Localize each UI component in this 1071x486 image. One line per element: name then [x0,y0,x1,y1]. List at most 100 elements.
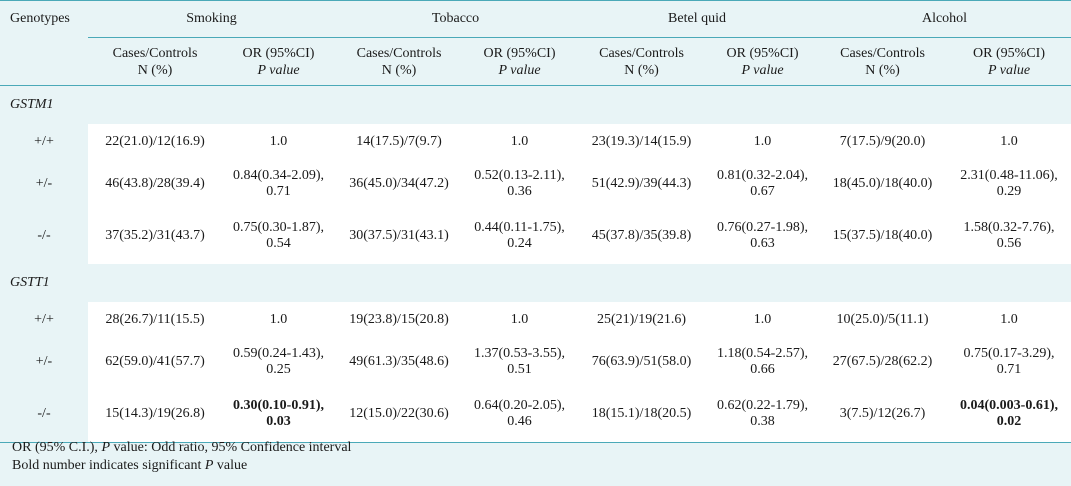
genotype-cell: +/- [0,160,88,208]
footnote-bold-note: Bold number indicates significant P valu… [12,458,248,473]
table-row: +/- 46(43.8)/28(39.4) 0.84(0.34-2.09), 0.71… [0,160,1071,208]
cases-controls-cell: 51(42.9)/39(44.3) [576,160,708,208]
genotypes-header: Genotypes [0,0,88,38]
odds-ratio-value: 0.59(0.24-1.43), [233,346,324,361]
p-value: 0.63 [750,236,775,251]
group-header-alcohol: Alcohol [818,0,1071,38]
odds-ratio-value: 0.75(0.30-1.87), [233,220,324,235]
odds-ratio-cell: 1.0 [947,302,1071,338]
p-value: 0.25 [266,362,291,377]
cases-controls-cell: 46(43.8)/28(39.4) [88,160,222,208]
header-row-subcolumns: Cases/Controls N (%) OR (95%CI) P value Case… [0,37,1071,86]
group-header-betel-quid: Betel quid [576,0,819,38]
odds-ratio-cell: 1.0 [707,124,819,160]
group-header-smoking: Smoking [88,0,336,38]
genotype-cell: +/+ [0,302,88,338]
odds-ratio-cell: 0.75(0.30-1.87), 0.54 [222,208,336,264]
odds-ratio-cell: 1.37(0.53-3.55), 0.51 [463,338,577,386]
odds-ratio-value: 1.18(0.54-2.57), [717,346,809,361]
odds-ratio-value: 0.62(0.22-1.79), [717,398,809,413]
table-footnotes: OR (95% C.I.), P value: Odd ratio, 95% C… [12,439,351,475]
group-header-tobacco: Tobacco [335,0,577,38]
cases-controls-cell: 23(19.3)/14(15.9) [576,124,708,160]
subheader-or-betel-quid: OR (95%CI) P value [707,37,819,86]
odds-ratio-cell: 1.0 [463,124,577,160]
odds-ratio-value: 1.0 [753,312,772,327]
footnote-abbreviations: OR (95% C.I.), P value: Odd ratio, 95% C… [12,440,352,455]
p-value: 0.29 [996,184,1022,199]
cases-controls-cell: 14(17.5)/7(9.7) [335,124,464,160]
odds-ratio-cell: 0.75(0.17-3.29), 0.71 [947,338,1071,386]
subheader-or-tobacco: OR (95%CI) P value [463,37,577,86]
cases-controls-cell: 45(37.8)/35(39.8) [576,208,708,264]
odds-ratio-value: 1.0 [269,312,288,327]
odds-ratio-cell: 1.0 [222,302,336,338]
cases-controls-cell: 15(14.3)/19(26.8) [88,386,222,443]
p-value: 0.67 [750,184,775,199]
cases-controls-cell: 7(17.5)/9(20.0) [818,124,948,160]
odds-ratio-value: 1.58(0.32-7.76), [963,220,1055,235]
odds-ratio-cell: 1.18(0.54-2.57), 0.66 [707,338,819,386]
subheader-cases-controls-alcohol: Cases/Controls N (%) [818,37,948,86]
subheader-cases-controls-tobacco: Cases/Controls N (%) [335,37,464,86]
cases-controls-cell: 12(15.0)/22(30.6) [335,386,464,443]
p-value: 0.71 [266,184,291,199]
p-value: 0.02 [996,414,1022,429]
cases-controls-cell: 62(59.0)/41(57.7) [88,338,222,386]
odds-ratio-value: 0.52(0.13-2.11), [474,168,565,183]
cases-controls-cell: 28(26.7)/11(15.5) [88,302,222,338]
header-row-groups: Genotypes Smoking Tobacco Betel quid Alc… [0,0,1071,38]
p-value: 0.38 [750,414,775,429]
odds-ratio-value: 2.31(0.48-11.06), [960,168,1058,183]
odds-ratio-value: 1.0 [1000,134,1018,149]
odds-ratio-value: 0.64(0.20-2.05), [474,398,566,413]
genotype-cell: +/- [0,338,88,386]
genotype-cell: -/- [0,208,88,264]
table-row: +/+ 28(26.7)/11(15.5) 1.0 19(23.8)/15(20.8)… [0,302,1071,338]
odds-ratio-value: 1.0 [510,134,529,149]
cases-controls-cell: 27(67.5)/28(62.2) [818,338,948,386]
odds-ratio-cell: 0.30(0.10-0.91), 0.03 [222,386,336,443]
section-label: GSTT1 [10,275,50,290]
cases-controls-cell: 15(37.5)/18(40.0) [818,208,948,264]
subheader-or-alcohol: OR (95%CI) P value [947,37,1071,86]
p-value: 0.24 [507,236,532,251]
odds-ratio-value: 0.76(0.27-1.98), [717,220,809,235]
genotype-cell: -/- [0,386,88,443]
odds-ratio-value: 0.04(0.003-0.61), [960,398,1059,413]
odds-ratio-cell: 1.58(0.32-7.76), 0.56 [947,208,1071,264]
p-value: 0.51 [507,362,532,377]
odds-ratio-cell: 0.62(0.22-1.79), 0.38 [707,386,819,443]
cases-controls-cell: 18(15.1)/18(20.5) [576,386,708,443]
cases-controls-cell: 49(61.3)/35(48.6) [335,338,464,386]
cases-controls-cell: 3(7.5)/12(26.7) [818,386,948,443]
odds-ratio-cell: 0.44(0.11-1.75), 0.24 [463,208,577,264]
odds-ratio-cell: 0.59(0.24-1.43), 0.25 [222,338,336,386]
genotype-cell: +/+ [0,124,88,160]
odds-ratio-value: 1.0 [1000,312,1018,327]
cases-controls-cell: 25(21)/19(21.6) [576,302,708,338]
cases-controls-cell: 10(25.0)/5(11.1) [818,302,948,338]
section-row-gstm1: GSTM1 [0,86,1071,125]
table-row: -/- 15(14.3)/19(26.8) 0.30(0.10-0.91), 0.03… [0,386,1071,443]
odds-ratio-value: 0.75(0.17-3.29), [963,346,1055,361]
odds-ratio-cell: 0.52(0.13-2.11), 0.36 [463,160,577,208]
odds-ratio-value: 1.37(0.53-3.55), [474,346,566,361]
subheader-or-smoking: OR (95%CI) P value [222,37,336,86]
p-value: 0.46 [507,414,532,429]
cases-controls-cell: 30(37.5)/31(43.1) [335,208,464,264]
section-row-gstt1: GSTT1 [0,264,1071,302]
odds-ratio-cell: 1.0 [463,302,577,338]
odds-ratio-cell: 0.04(0.003-0.61), 0.02 [947,386,1071,443]
p-value: 0.03 [266,414,291,429]
p-value: 0.56 [996,236,1022,251]
odds-ratio-cell: 0.76(0.27-1.98), 0.63 [707,208,819,264]
p-value: 0.71 [996,362,1022,377]
subheader-cases-controls-smoking: Cases/Controls N (%) [88,37,222,86]
odds-ratio-value: 0.84(0.34-2.09), [233,168,324,183]
subheader-cases-controls-betel-quid: Cases/Controls N (%) [576,37,708,86]
section-label: GSTM1 [10,97,54,112]
odds-ratio-value: 1.0 [269,134,288,149]
p-value: 0.54 [266,236,291,251]
table-row: +/+ 22(21.0)/12(16.9) 1.0 14(17.5)/7(9.7) 1.… [0,124,1071,160]
